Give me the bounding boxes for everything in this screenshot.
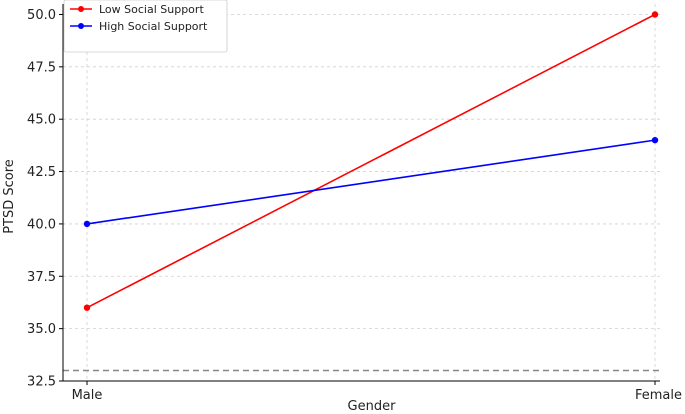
y-tick-label: 47.5 [27, 60, 56, 75]
legend-marker-high-social-support [78, 23, 84, 29]
series-line [86, 13, 656, 309]
y-tick-label: 40.0 [27, 217, 56, 232]
x-tick-label: Female [635, 388, 682, 403]
legend-marker-low-social-support [78, 6, 84, 12]
y-tick-label: 42.5 [27, 165, 56, 180]
y-tick-label: 35.0 [27, 322, 56, 337]
y-axis-label: PTSD Score [2, 159, 17, 234]
series-point [651, 136, 659, 144]
series-point [651, 11, 659, 18]
series [83, 11, 659, 311]
legend: Low Social Support High Social Support [63, 0, 228, 53]
y-tick-label: 32.5 [27, 375, 56, 390]
series-point [83, 220, 91, 228]
y-tick-label: 50.0 [27, 8, 56, 23]
y-tick-label: 37.5 [27, 270, 56, 285]
legend-entry-high-social-support: High Social Support [99, 20, 208, 33]
legend-entry-low-social-support: Low Social Support [99, 3, 204, 16]
series-point [83, 304, 91, 311]
y-tick-label: 45.0 [27, 113, 56, 128]
legend-box [63, 0, 228, 53]
x-ticks: Male Female [72, 381, 682, 403]
y-ticks: 32.5 35.0 37.5 40.0 42.5 45.0 47.5 50.0 [27, 8, 63, 390]
x-axis-label: Gender [348, 399, 397, 414]
series-line [86, 139, 656, 225]
grid [63, 4, 660, 382]
x-tick-label: Male [72, 388, 103, 403]
axes [62, 4, 660, 382]
